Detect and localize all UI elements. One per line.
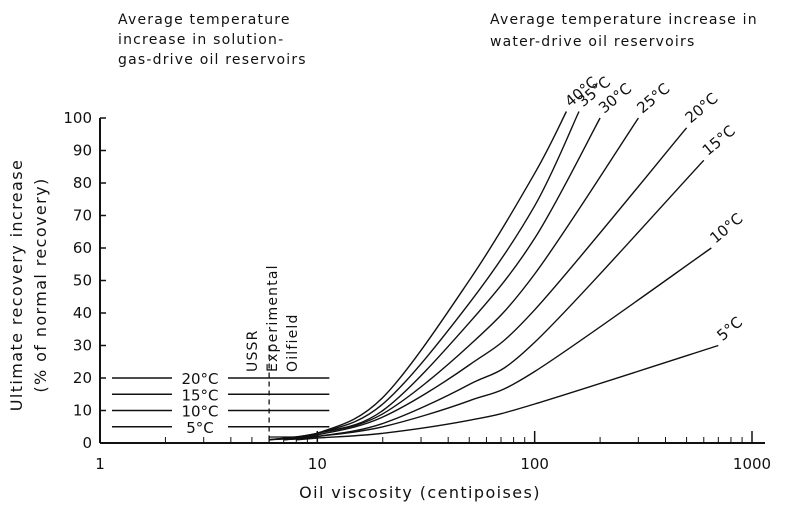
x-tick-label: 1000	[733, 455, 771, 473]
right-title-block: Average temperature increase in water-dr…	[490, 12, 758, 50]
water-drive-curve	[283, 247, 712, 441]
y-axis-title: Ultimate recovery increase	[7, 159, 26, 411]
water-drive-curve	[283, 127, 688, 441]
water-drive-label: 15°C	[699, 122, 739, 160]
water-drive-curve	[269, 117, 639, 441]
water-drive-curve	[296, 344, 719, 441]
solution-gas-label: 15°C	[181, 386, 218, 404]
field-label-line: Oilfield	[285, 313, 301, 372]
y-tick-label: 30	[73, 337, 92, 355]
field-label-line: USSR	[245, 329, 261, 372]
base-step-line	[268, 436, 318, 443]
right-title-line: water-drive oil reservoirs	[490, 34, 695, 50]
x-tick-label: 10	[308, 455, 327, 473]
y-tick-label: 0	[82, 434, 92, 452]
field-label-line: Experimental	[265, 264, 281, 372]
left-title-line: Average temperature	[118, 12, 291, 28]
y-tick-label: 50	[73, 272, 92, 290]
left-title-line: gas-drive oil reservoirs	[118, 52, 307, 68]
y-tick-label: 10	[73, 402, 92, 420]
water-drive-curve	[269, 111, 580, 441]
left-title-line: increase in solution-	[118, 32, 284, 48]
y-axis-subtitle: (% of normal recovery)	[31, 177, 50, 392]
solution-gas-label: 5°C	[186, 419, 214, 437]
solution-gas-label: 20°C	[181, 370, 218, 388]
water-drive-curve	[269, 111, 568, 441]
water-drive-label: 5°C	[713, 313, 746, 344]
y-tick-label: 90	[73, 142, 92, 160]
field-label-block: USSR Experimental Oilfield	[245, 264, 301, 372]
water-drive-label: 25°C	[633, 79, 673, 117]
solution-gas-label: 10°C	[181, 403, 218, 421]
y-tick-label: 20	[73, 369, 92, 387]
x-tick-label: 1	[95, 455, 105, 473]
y-tick-label: 70	[73, 207, 92, 225]
water-drive-curve	[269, 117, 601, 441]
right-title-line: Average temperature increase in	[490, 12, 758, 28]
left-title-block: Average temperature increase in solution…	[118, 12, 307, 68]
y-tick-label: 40	[73, 304, 92, 322]
y-tick-label: 100	[63, 109, 92, 127]
water-drive-label: 20°C	[682, 89, 722, 127]
water-drive-label: 10°C	[706, 209, 746, 247]
series-group: 5°C10°C15°C20°C40°C35°C30°C25°C 20°C15°C1…	[112, 73, 746, 443]
y-tick-label: 60	[73, 239, 92, 257]
x-axis-title: Oil viscosity (centipoises)	[299, 483, 541, 502]
x-tick-label: 100	[520, 455, 549, 473]
water-drive-curve	[283, 159, 705, 441]
y-tick-label: 80	[73, 174, 92, 192]
